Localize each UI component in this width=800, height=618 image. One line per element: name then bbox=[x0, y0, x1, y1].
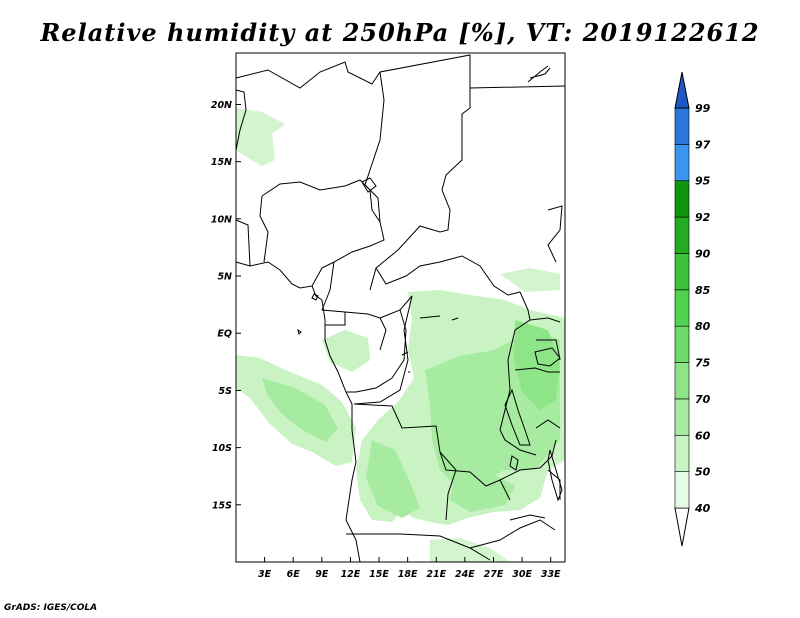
latitude-axis: 20N 15N 10N 5N EQ 5S 10S 15S bbox=[211, 100, 241, 511]
border-angola-south bbox=[346, 533, 491, 561]
lon-tick-label: 18E bbox=[398, 569, 418, 580]
shade-west-coast-inner bbox=[262, 378, 338, 442]
lon-tick-label: 24E bbox=[455, 569, 475, 580]
humidity-shading bbox=[236, 108, 565, 562]
lake-victoria bbox=[534, 347, 561, 367]
colorbar-label: 70 bbox=[695, 393, 711, 406]
colorbar-segment bbox=[674, 216, 690, 254]
colorbar-label: 40 bbox=[694, 502, 711, 515]
grads-credit: GrADS: IGES/COLA bbox=[4, 603, 98, 613]
lake-mweru bbox=[509, 455, 519, 471]
border-zimbabwe bbox=[469, 514, 556, 549]
lat-tick-label: 10N bbox=[211, 214, 232, 225]
colorbar-label: 85 bbox=[695, 284, 711, 297]
border-zambia bbox=[439, 439, 557, 521]
lon-tick-label: 15E bbox=[369, 569, 389, 580]
lat-tick-label: 10S bbox=[212, 443, 232, 454]
sao-tome-island bbox=[297, 328, 302, 335]
colorbar-label: 95 bbox=[695, 175, 711, 188]
border-chad bbox=[364, 71, 385, 223]
colorbar-label: 92 bbox=[695, 211, 711, 224]
lat-tick-label: 5S bbox=[219, 386, 233, 397]
colorbar-segment bbox=[674, 107, 690, 145]
colorbar-segment bbox=[674, 144, 690, 182]
lon-tick-label: 30E bbox=[512, 569, 532, 580]
shade-northwest bbox=[236, 108, 285, 166]
border-drc-angola bbox=[353, 403, 511, 501]
shade-lakes bbox=[514, 320, 560, 410]
colorbar-label: 99 bbox=[695, 102, 711, 115]
lon-tick-label: 3E bbox=[258, 569, 272, 580]
colorbar-segment bbox=[674, 434, 690, 472]
lon-tick-label: 6E bbox=[287, 569, 301, 580]
coastline bbox=[235, 89, 361, 563]
border-uganda-kenya bbox=[514, 317, 561, 373]
country-borders bbox=[235, 54, 566, 563]
colorbar-segment bbox=[674, 325, 690, 363]
lat-tick-label: EQ bbox=[217, 329, 232, 340]
lon-tick-label: 21E bbox=[426, 569, 446, 580]
lon-tick-label: 9E bbox=[315, 569, 329, 580]
border-east-lakes bbox=[499, 291, 537, 456]
congo-river-mark bbox=[401, 315, 459, 373]
colorbar: 40 50 60 70 75 80 85 90 92 95 97 99 bbox=[674, 71, 711, 547]
border-mali-niger bbox=[235, 54, 471, 291]
border-niger-nigeria bbox=[261, 179, 385, 287]
border-congo-drc bbox=[346, 295, 413, 405]
colorbar-below-triangle bbox=[674, 507, 690, 547]
shade-gabon bbox=[322, 330, 370, 372]
lake-chad bbox=[361, 177, 377, 193]
border-car bbox=[375, 255, 521, 296]
lake-tanganyika bbox=[504, 388, 531, 446]
bioko-island bbox=[311, 293, 319, 301]
colorbar-segment bbox=[674, 289, 690, 327]
colorbar-label: 90 bbox=[695, 247, 711, 260]
colorbar-segment bbox=[674, 471, 690, 509]
border-sudan bbox=[461, 85, 566, 263]
map-title: Relative humidity at 250hPa [%], VT: 201… bbox=[40, 18, 760, 47]
border-tanzania bbox=[535, 419, 561, 500]
lat-tick-label: 15N bbox=[211, 157, 232, 168]
lon-tick-label: 33E bbox=[541, 569, 561, 580]
lat-tick-label: 20N bbox=[211, 100, 232, 111]
lon-tick-label: 12E bbox=[341, 569, 361, 580]
shade-east-strip bbox=[500, 268, 560, 292]
lat-tick-label: 15S bbox=[212, 500, 232, 511]
shade-south bbox=[430, 538, 510, 562]
lon-tick-label: 27E bbox=[484, 569, 504, 580]
border-benin-togo bbox=[235, 195, 269, 267]
shade-angola-south bbox=[366, 440, 420, 518]
colorbar-segment bbox=[674, 253, 690, 291]
colorbar-label: 80 bbox=[695, 320, 711, 333]
colorbar-label: 75 bbox=[695, 357, 711, 370]
colorbar-segment bbox=[674, 180, 690, 218]
colorbar-above-triangle bbox=[674, 71, 690, 109]
colorbar-segment bbox=[674, 362, 690, 400]
colorbar-label: 50 bbox=[695, 466, 711, 479]
lat-tick-label: 5N bbox=[217, 272, 232, 283]
lake-malawi bbox=[547, 449, 563, 502]
colorbar-label: 97 bbox=[695, 138, 711, 151]
red-sea-coast bbox=[527, 65, 551, 83]
colorbar-segment bbox=[674, 398, 690, 436]
colorbar-label: 60 bbox=[695, 429, 711, 442]
map-frame bbox=[235, 52, 566, 563]
longitude-axis: 3E 6E 9E 12E 15E 18E 21E 24E 27E 30E 33E bbox=[258, 557, 561, 580]
